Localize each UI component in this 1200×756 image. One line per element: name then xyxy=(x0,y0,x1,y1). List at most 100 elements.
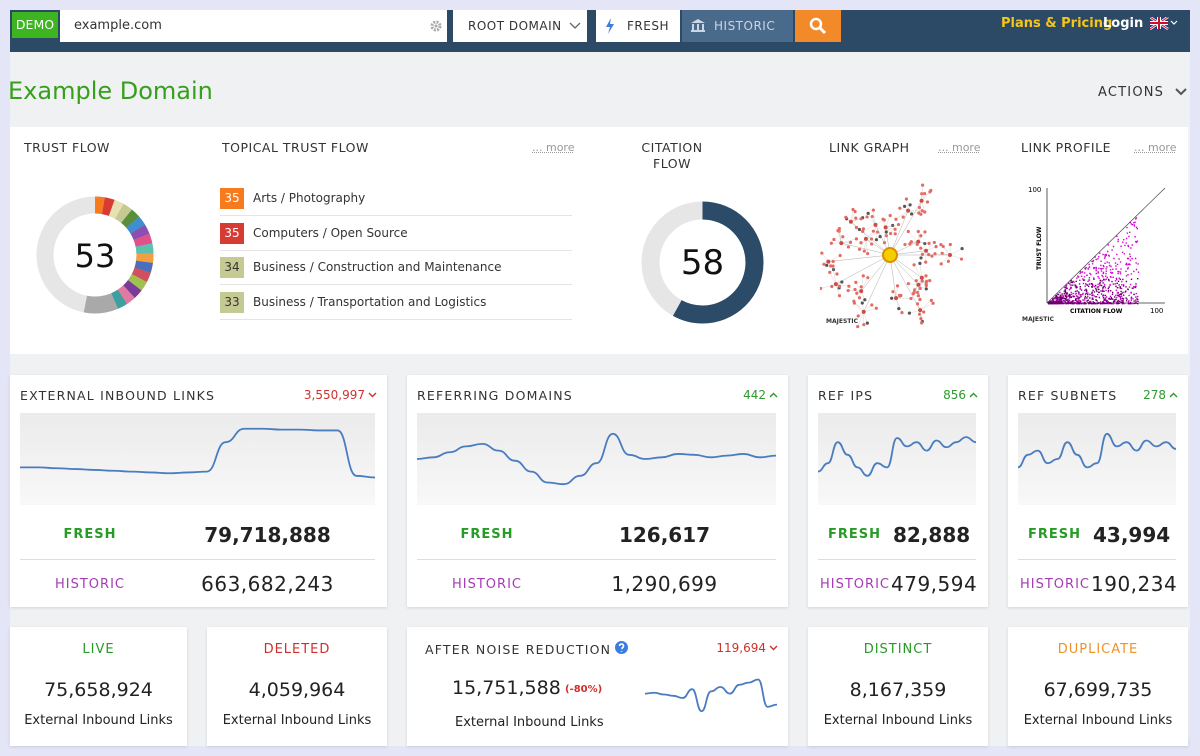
fresh-value: 79,718,888 xyxy=(204,523,331,547)
scatter-points xyxy=(1048,217,1140,305)
plans-link[interactable]: Plans & Pricing xyxy=(1001,16,1113,31)
actions-menu[interactable]: ACTIONS xyxy=(1098,85,1165,100)
fresh-label: FRESH xyxy=(460,527,514,542)
graph-edge xyxy=(820,283,836,289)
search-button[interactable] xyxy=(795,10,841,42)
graph-node xyxy=(917,211,921,215)
summary-card: DUPLICATE 67,699,735 External Inbound Link… xyxy=(1008,627,1188,746)
graph-node xyxy=(900,311,904,315)
donut-arc xyxy=(641,201,764,324)
graph-node xyxy=(917,312,922,316)
sparkline xyxy=(417,413,776,505)
graph-hub xyxy=(916,282,921,287)
demo-badge: DEMO xyxy=(12,12,58,38)
graph-edge xyxy=(835,284,840,296)
graph-hub xyxy=(859,289,864,294)
graph-node xyxy=(829,241,833,245)
graph-node xyxy=(853,287,857,292)
graph-node xyxy=(929,188,933,193)
graph-edge xyxy=(913,264,922,278)
graph-node xyxy=(925,200,930,204)
gear-icon[interactable] xyxy=(430,20,442,32)
graph-edge xyxy=(895,210,909,220)
graph-edge xyxy=(865,231,878,240)
page-title: Example Domain xyxy=(8,77,213,105)
graph-edge xyxy=(864,238,867,252)
graph-node xyxy=(888,231,893,236)
graph-edge xyxy=(921,185,923,201)
search-input[interactable]: example.com xyxy=(60,10,447,42)
chevron xyxy=(1175,88,1187,96)
graph-hub xyxy=(873,222,878,227)
diagonal xyxy=(1046,187,1166,304)
separator xyxy=(818,559,976,560)
card-title: EXTERNAL INBOUND LINKS xyxy=(20,388,216,403)
scope-select[interactable]: ROOT DOMAIN xyxy=(453,10,587,42)
fresh-label: FRESH xyxy=(828,527,882,542)
separator xyxy=(1018,559,1176,560)
graph-node xyxy=(934,245,938,249)
graph-hub xyxy=(826,259,831,264)
graph-edge xyxy=(920,303,934,311)
graph-edge xyxy=(918,284,921,300)
graph-node xyxy=(861,274,865,278)
bank-icon xyxy=(691,19,705,32)
summary-label: LIVE xyxy=(82,642,115,657)
summary-value: 8,167,359 xyxy=(849,679,947,701)
sparkline-bg xyxy=(1018,413,1176,505)
language-flag[interactable] xyxy=(1150,17,1178,30)
historic-button[interactable]: HISTORIC xyxy=(682,10,793,42)
more-link[interactable]: ... more xyxy=(1134,141,1177,154)
brand: MAJESTIC xyxy=(826,318,858,325)
graph-node xyxy=(838,253,842,258)
graph-node xyxy=(918,261,922,265)
graph-hub xyxy=(919,275,924,280)
axis-label: 100 xyxy=(1028,186,1041,194)
graph-hub xyxy=(833,282,838,287)
login-link[interactable]: Login xyxy=(1103,16,1144,31)
graph-edge xyxy=(949,248,963,256)
trend-chevron xyxy=(769,392,778,398)
fresh-button[interactable]: FRESH xyxy=(596,10,680,42)
graph-edge xyxy=(857,311,864,327)
separator xyxy=(220,284,572,285)
graph-node xyxy=(831,264,835,268)
graph-node xyxy=(857,296,862,300)
graph-node xyxy=(863,298,867,302)
historic-value: 1,290,699 xyxy=(611,572,718,596)
graph-edge xyxy=(839,228,842,244)
more-link[interactable]: ... more xyxy=(532,141,575,154)
graph-node xyxy=(857,227,862,232)
historic-label: HISTORIC xyxy=(1020,577,1090,592)
graph-node xyxy=(921,183,925,187)
graph-node xyxy=(890,296,894,300)
graph-edge xyxy=(828,254,891,262)
graph-node xyxy=(919,317,923,321)
graph-edge xyxy=(853,301,864,313)
more-link[interactable]: ... more xyxy=(938,141,981,154)
graph-hub xyxy=(839,241,844,246)
graph-node xyxy=(929,298,933,302)
card-delta: 442 xyxy=(743,388,766,402)
graph-node xyxy=(828,270,832,274)
trend-chevron xyxy=(969,392,978,398)
graph-node xyxy=(854,216,858,220)
graph-node xyxy=(897,293,902,298)
graph-node xyxy=(866,252,870,256)
graph-node xyxy=(851,207,855,212)
graph-node xyxy=(878,234,882,239)
trend-chevron xyxy=(769,645,778,651)
graph-node xyxy=(915,302,920,306)
section-label: TRUST FLOW xyxy=(24,140,110,155)
historic-label: HISTORIC xyxy=(55,577,125,592)
graph-node xyxy=(835,272,839,276)
graph-hub xyxy=(883,225,888,230)
graph-node xyxy=(860,301,864,305)
topic-score: 33 xyxy=(220,291,244,313)
graph-node xyxy=(841,235,845,239)
graph-hub xyxy=(919,198,924,203)
graph-node xyxy=(865,215,869,219)
graph-node xyxy=(871,208,875,212)
separator xyxy=(20,559,375,560)
graph-node xyxy=(919,246,923,250)
